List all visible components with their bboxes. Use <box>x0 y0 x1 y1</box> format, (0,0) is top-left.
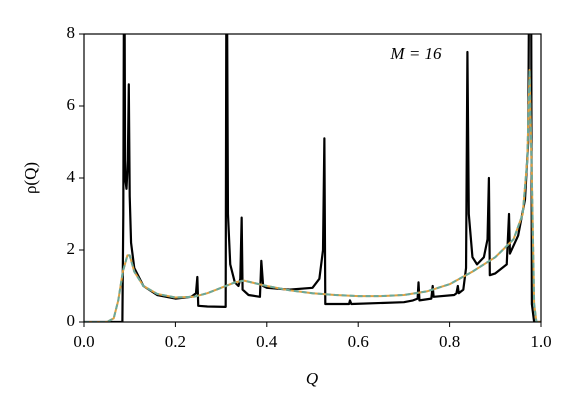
x-tick-label: 0.2 <box>165 332 186 351</box>
y-tick-label: 2 <box>67 239 76 258</box>
x-tick-label: 1.0 <box>530 332 551 351</box>
y-tick-label: 4 <box>67 167 76 186</box>
x-tick-label: 0.6 <box>348 332 369 351</box>
y-tick-label: 6 <box>67 95 76 114</box>
plot-lines <box>84 34 541 322</box>
line-series <box>84 34 541 322</box>
annotation: M = 16 <box>389 44 442 63</box>
x-tick-label: 0.8 <box>439 332 460 351</box>
line-series <box>84 69 541 322</box>
plot-frame <box>83 33 542 323</box>
x-tick-label: 0.0 <box>73 332 94 351</box>
y-tick-label: 0 <box>67 311 76 330</box>
x-tick-label: 0.4 <box>256 332 278 351</box>
x-axis-label: Q <box>306 369 318 388</box>
line-series <box>84 69 541 322</box>
y-tick-label: 8 <box>67 23 76 42</box>
y-axis-label: ρ(Q) <box>21 162 40 194</box>
